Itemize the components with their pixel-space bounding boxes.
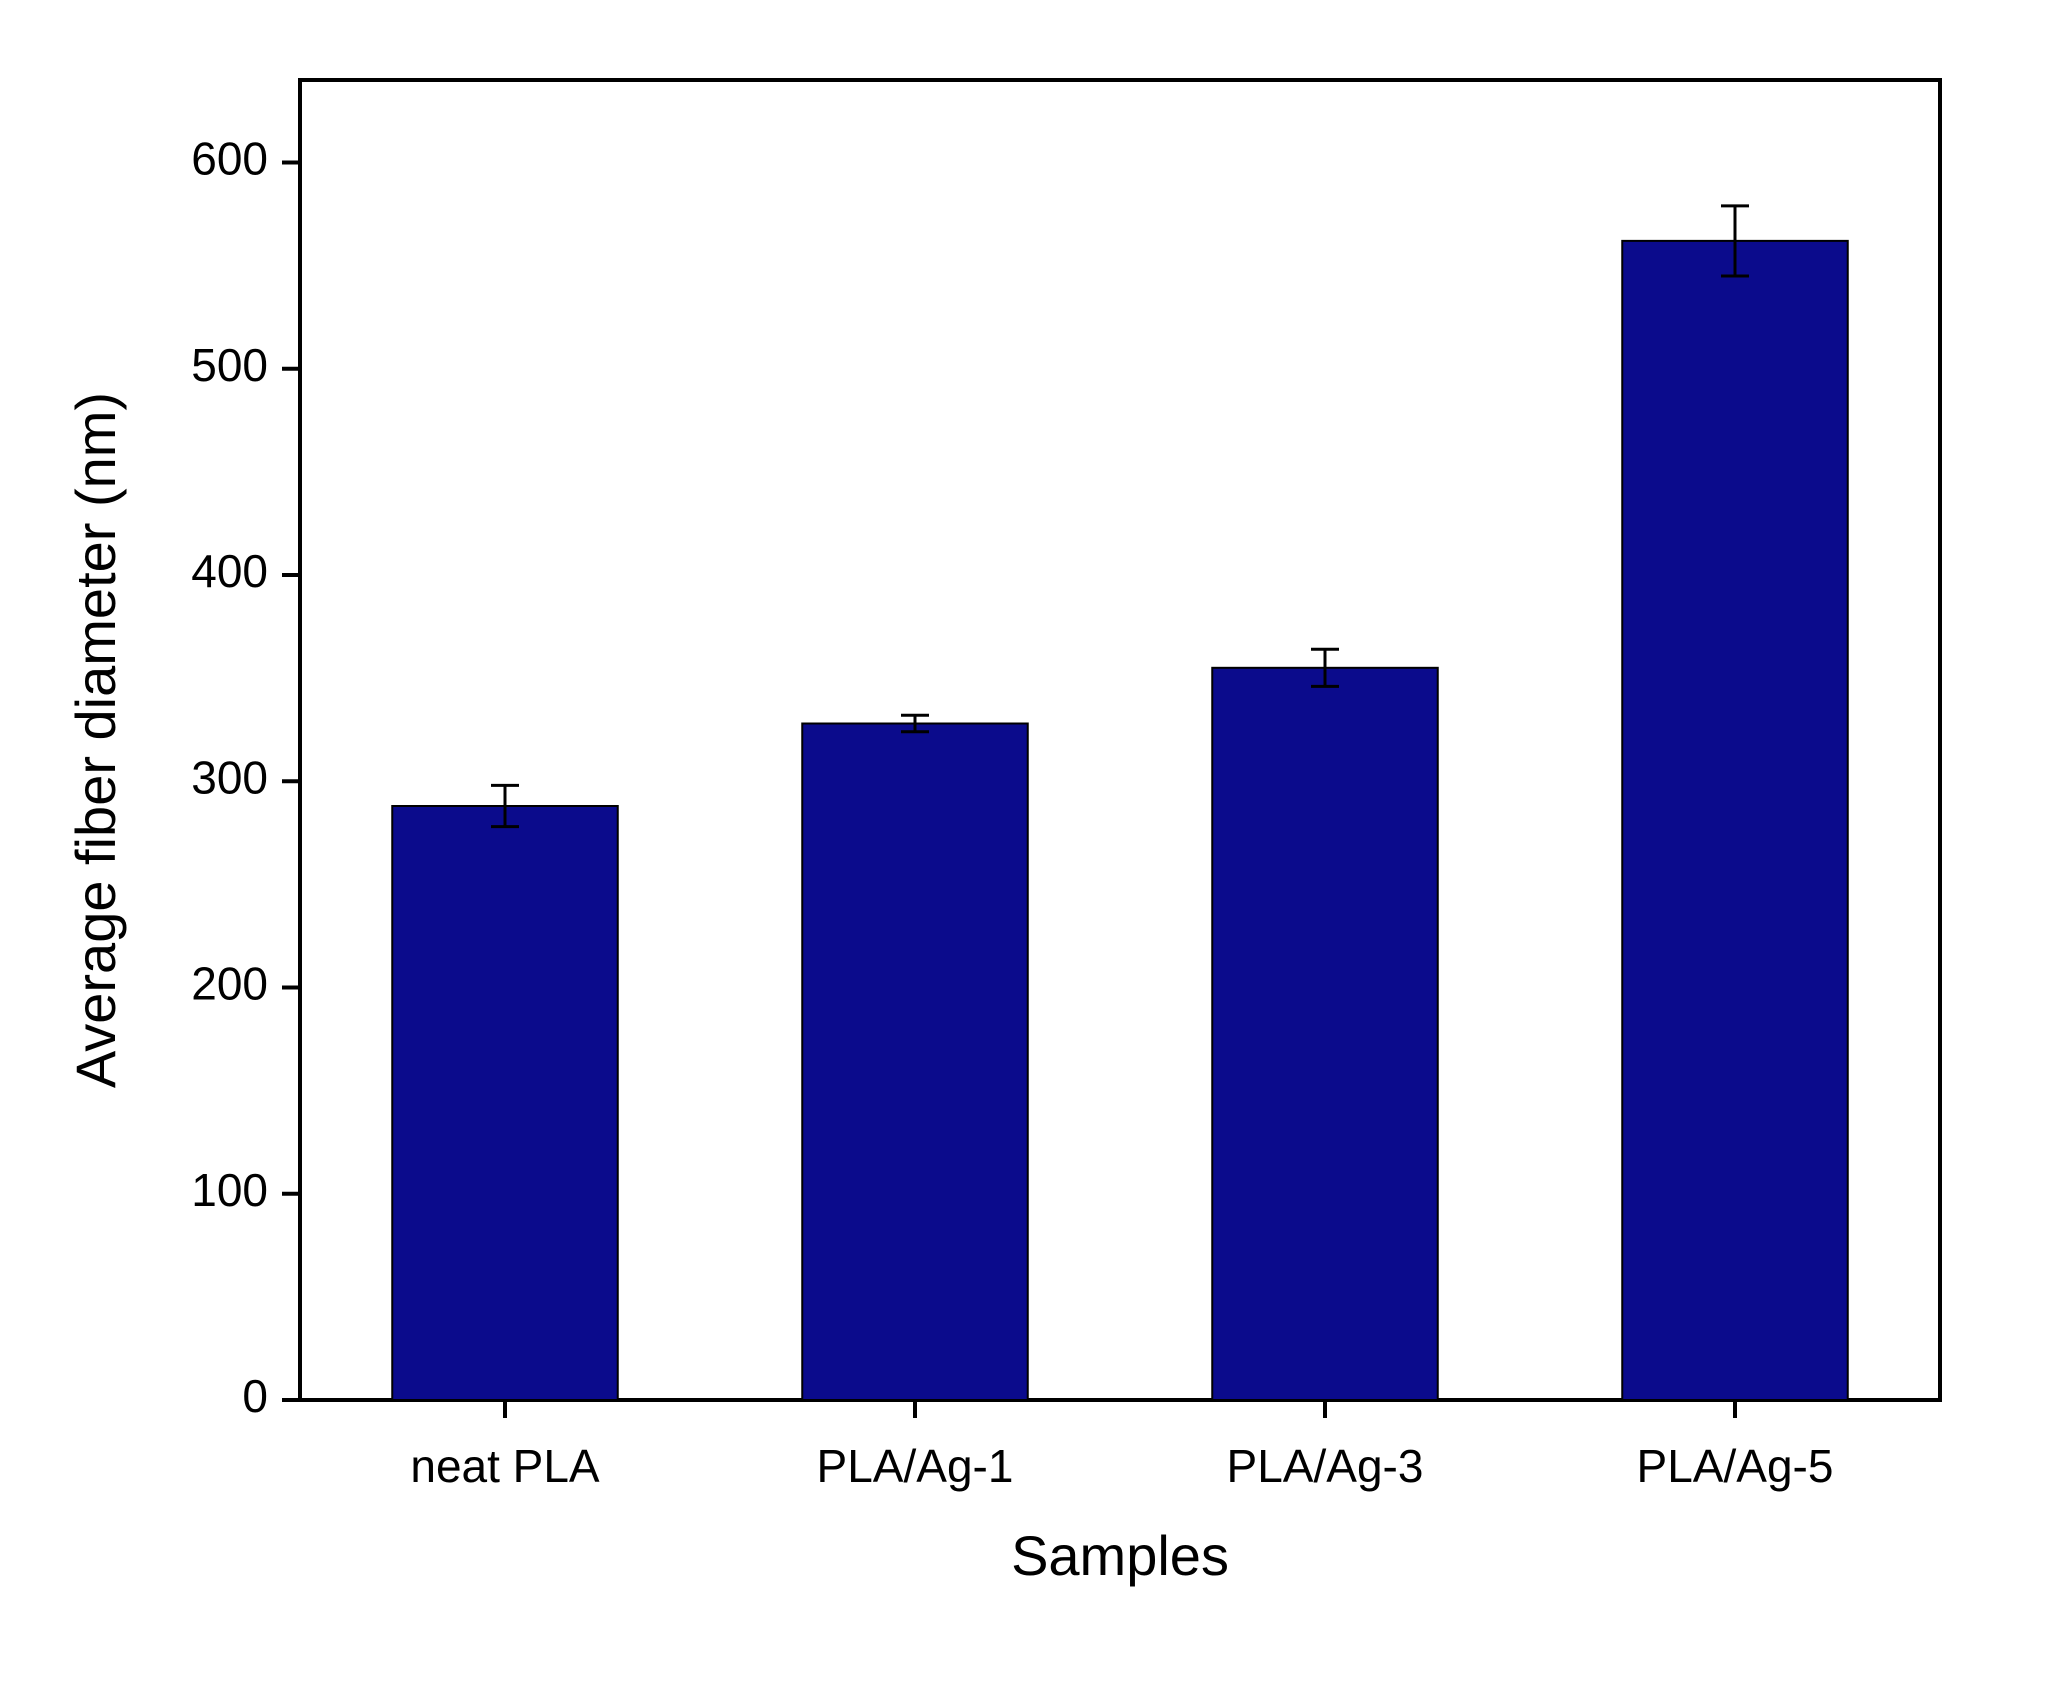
x-tick-label: PLA/Ag-3 — [1227, 1440, 1424, 1492]
x-axis-label: Samples — [1011, 1524, 1229, 1587]
chart-svg: 0 100 200 300 400 500 600 Average fiber diamete… — [0, 0, 2045, 1684]
bar — [1212, 668, 1438, 1400]
y-axis-label: Average fiber diameter (nm) — [64, 392, 127, 1088]
y-tick-label: 400 — [191, 545, 268, 597]
y-tick-label: 600 — [191, 133, 268, 185]
bar — [802, 724, 1028, 1401]
y-tick-label: 500 — [191, 339, 268, 391]
bar — [1622, 241, 1848, 1400]
x-tick-label: PLA/Ag-1 — [817, 1440, 1014, 1492]
y-tick-label: 300 — [191, 751, 268, 803]
bar-chart: 0 100 200 300 400 500 600 Average fiber diamete… — [0, 0, 2045, 1689]
y-tick-label: 0 — [242, 1370, 268, 1422]
x-tick-label: neat PLA — [410, 1440, 600, 1492]
bar — [392, 806, 618, 1400]
x-tick-label: PLA/Ag-5 — [1637, 1440, 1834, 1492]
y-tick-label: 200 — [191, 958, 268, 1010]
y-tick-label: 100 — [191, 1164, 268, 1216]
